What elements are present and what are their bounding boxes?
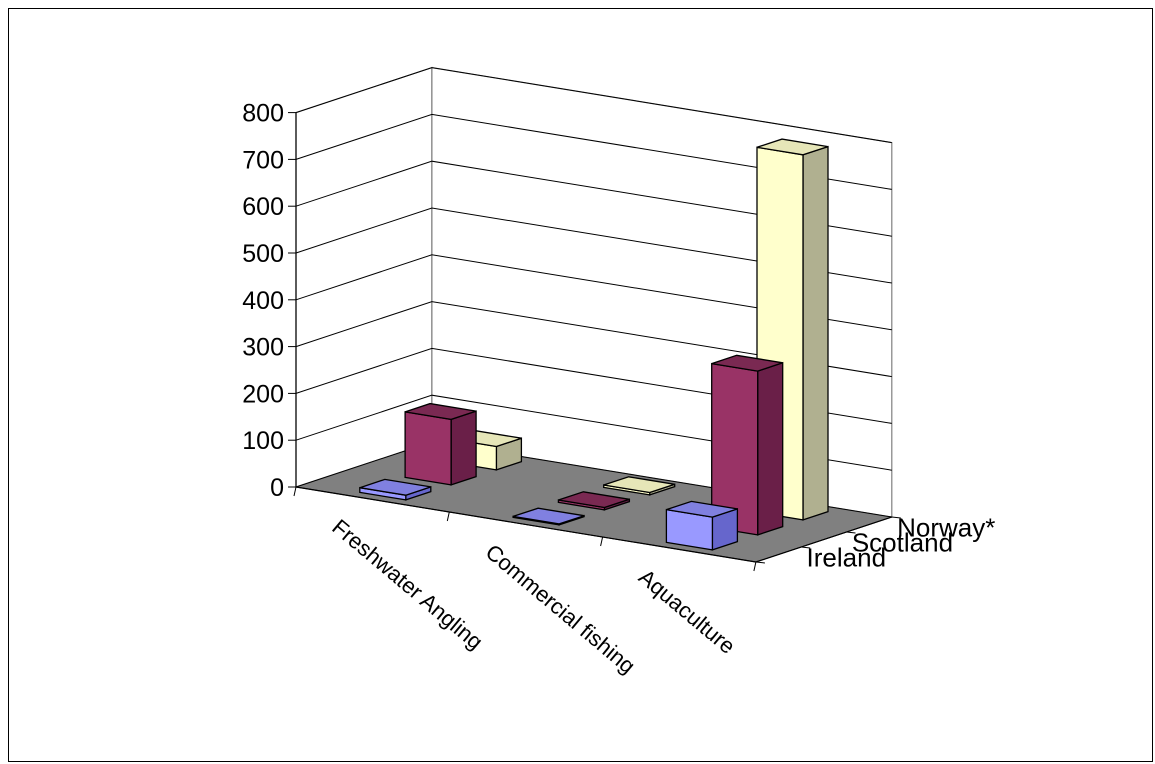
bar-front — [404, 411, 452, 486]
bar-top — [359, 478, 432, 496]
bar-top — [603, 476, 675, 494]
series-label: Ireland — [807, 543, 887, 573]
bar-scotland-2 — [711, 354, 784, 536]
bar-ireland-2 — [665, 500, 739, 551]
depth-tick — [801, 546, 811, 549]
depth-tick — [891, 516, 901, 519]
bar-side — [802, 145, 829, 521]
y-tick-label: 500 — [242, 240, 284, 268]
gridline — [295, 67, 892, 144]
series-label: Norway* — [897, 513, 995, 543]
y-tick-label: 0 — [270, 474, 284, 502]
y-tick-label: 400 — [242, 287, 284, 315]
bar-top — [512, 507, 585, 525]
depth-tick — [755, 561, 765, 564]
x-tick — [600, 536, 604, 547]
bar-top — [666, 500, 738, 518]
bar-ireland-0 — [359, 478, 432, 501]
category-label: Aquaculture — [634, 564, 740, 659]
bar-side — [757, 361, 784, 536]
bar-top — [756, 138, 829, 156]
depth-tick — [846, 531, 856, 534]
y-tick-label: 600 — [242, 193, 284, 221]
gridline — [295, 113, 892, 190]
chart-frame: 0 100 200 300 400 500 600 700 800 Ireland Scotland… — [8, 8, 1153, 762]
chart-svg: 0 100 200 300 400 500 600 700 800 IrelandScotland… — [242, 66, 995, 679]
series-label: Scotland — [852, 528, 953, 558]
category-label: Freshwater Angling — [327, 514, 487, 654]
bar-top — [558, 491, 630, 509]
y-tick-label: 200 — [242, 380, 284, 408]
category-label: Commercial fishing — [481, 539, 640, 678]
x-tick — [446, 511, 450, 522]
x-tick — [293, 486, 297, 497]
gridline — [295, 207, 892, 284]
y-tick-label: 100 — [242, 427, 284, 455]
y-tick-label: 300 — [242, 334, 284, 362]
y-tick-label: 800 — [242, 100, 284, 128]
bar-norway-1 — [603, 476, 676, 496]
gridline — [295, 160, 892, 237]
bar-scotland-1 — [557, 491, 631, 511]
x-axis-line — [295, 486, 756, 563]
gridline — [295, 301, 892, 378]
bar-scotland-0 — [404, 402, 477, 486]
bar-top — [711, 354, 783, 372]
depth-axis-line — [755, 516, 892, 563]
bar-side — [450, 410, 477, 486]
bar-ireland-1 — [512, 507, 585, 526]
gridline — [295, 254, 892, 331]
y-tick-label: 700 — [242, 146, 284, 174]
x-tick — [753, 561, 757, 572]
bar-top — [404, 402, 477, 421]
